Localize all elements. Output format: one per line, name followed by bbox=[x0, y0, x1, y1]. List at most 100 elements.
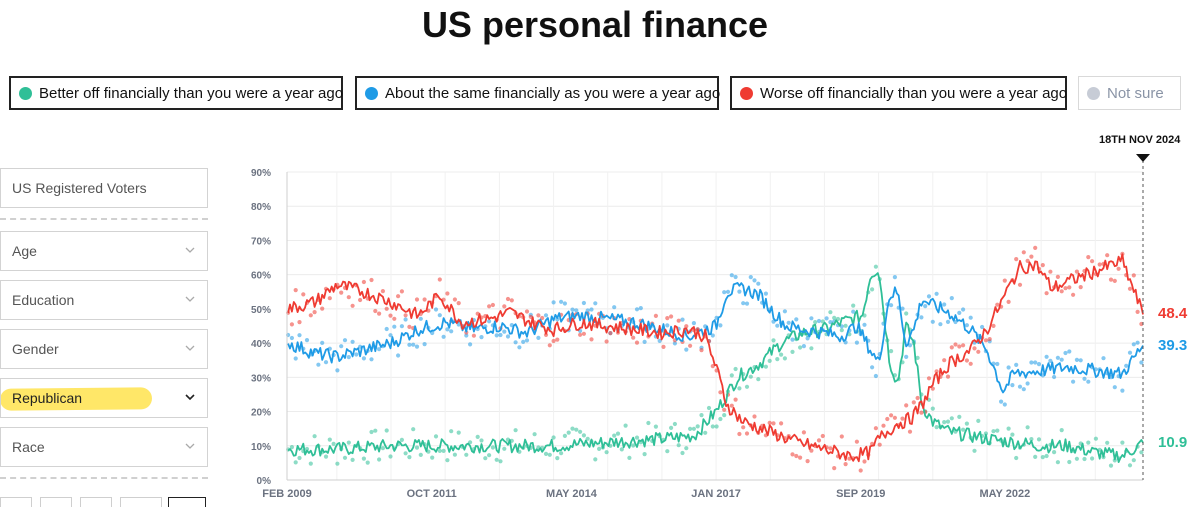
poll-dot bbox=[942, 302, 947, 307]
poll-dot bbox=[377, 457, 382, 462]
poll-dot bbox=[1097, 262, 1102, 267]
poll-dot bbox=[676, 318, 681, 323]
legend-not-sure-button[interactable]: Not sure bbox=[1078, 76, 1181, 110]
poll-dot bbox=[714, 424, 719, 429]
poll-dot bbox=[449, 429, 454, 434]
party-dropdown[interactable]: Republican bbox=[0, 378, 208, 418]
poll-dot bbox=[790, 349, 795, 354]
range-button[interactable] bbox=[120, 497, 162, 507]
poll-dot bbox=[1135, 309, 1140, 314]
poll-dot bbox=[308, 313, 313, 318]
poll-dot bbox=[1044, 291, 1049, 296]
poll-dot bbox=[752, 278, 757, 283]
race-dropdown[interactable]: Race bbox=[0, 427, 208, 467]
series-line bbox=[287, 281, 1144, 394]
poll-dot bbox=[945, 319, 951, 324]
poll-dot bbox=[775, 323, 780, 328]
poll-dot bbox=[361, 279, 366, 285]
poll-dot bbox=[350, 303, 355, 308]
y-tick-label: 10% bbox=[251, 442, 271, 453]
poll-dot bbox=[422, 342, 427, 347]
poll-dot bbox=[1025, 258, 1030, 263]
poll-dot bbox=[521, 339, 526, 344]
poll-dot bbox=[1067, 349, 1072, 354]
poll-dot bbox=[384, 326, 389, 332]
poll-dot bbox=[934, 369, 939, 374]
poll-dot bbox=[904, 354, 909, 359]
poll-dot bbox=[403, 451, 408, 456]
poll-dot bbox=[642, 452, 647, 457]
poll-dot bbox=[661, 344, 666, 349]
poll-dot bbox=[403, 313, 408, 318]
poll-dot bbox=[377, 347, 382, 352]
poll-dot bbox=[536, 313, 541, 318]
poll-dot bbox=[839, 434, 844, 439]
poll-dot bbox=[794, 317, 799, 322]
poll-dot bbox=[293, 356, 298, 361]
poll-dot bbox=[968, 361, 973, 366]
not-sure-dot-icon bbox=[1087, 86, 1100, 100]
poll-dot bbox=[684, 446, 689, 451]
poll-dot bbox=[699, 413, 704, 418]
poll-dot bbox=[1014, 257, 1019, 262]
gender-dropdown[interactable]: Gender bbox=[0, 329, 208, 369]
poll-dot bbox=[543, 451, 549, 456]
legend-better-off-button[interactable]: Better off financially than you were a y… bbox=[9, 76, 343, 110]
poll-dot bbox=[703, 430, 708, 435]
chevron-down-icon bbox=[185, 296, 195, 302]
range-button-selected[interactable] bbox=[168, 497, 206, 507]
poll-dot bbox=[889, 349, 894, 354]
poll-dot bbox=[1078, 358, 1083, 363]
poll-dot bbox=[737, 289, 742, 294]
range-button[interactable] bbox=[40, 497, 72, 507]
poll-dot bbox=[585, 436, 590, 441]
poll-dot bbox=[646, 420, 651, 426]
poll-dot bbox=[350, 339, 355, 344]
poll-dot bbox=[494, 457, 499, 462]
poll-dot bbox=[816, 438, 822, 443]
poll-dot bbox=[684, 347, 689, 352]
poll-dot bbox=[1040, 263, 1045, 268]
poll-dot bbox=[744, 301, 750, 306]
poll-dot bbox=[1131, 458, 1136, 463]
poll-dot bbox=[919, 410, 924, 415]
poll-dot bbox=[980, 324, 985, 330]
poll-dot bbox=[672, 421, 678, 427]
poll-dot bbox=[805, 336, 810, 341]
poll-dot bbox=[1025, 381, 1030, 386]
poll-dot bbox=[1120, 388, 1125, 393]
poll-dot bbox=[1139, 321, 1144, 327]
poll-dot bbox=[293, 288, 298, 293]
poll-dot bbox=[1055, 460, 1060, 465]
poll-dot bbox=[456, 322, 461, 327]
poll-dot bbox=[346, 295, 351, 300]
poll-dot bbox=[604, 450, 609, 455]
poll-dot bbox=[949, 416, 954, 421]
education-dropdown[interactable]: Education bbox=[0, 280, 208, 320]
poll-dot bbox=[741, 425, 746, 430]
poll-dot bbox=[589, 337, 594, 342]
poll-dot bbox=[1131, 342, 1136, 347]
poll-dot bbox=[1108, 277, 1114, 282]
poll-dot bbox=[369, 357, 374, 362]
legend-worse-off-button[interactable]: Worse off financially than you were a ye… bbox=[730, 76, 1067, 110]
range-button[interactable] bbox=[0, 497, 32, 507]
age-dropdown[interactable]: Age bbox=[0, 231, 208, 271]
poll-dot bbox=[358, 297, 363, 303]
series-line bbox=[287, 253, 1144, 463]
poll-dot bbox=[805, 459, 810, 464]
poll-dot bbox=[642, 339, 647, 344]
poll-dot bbox=[991, 429, 996, 434]
poll-dot bbox=[672, 341, 678, 346]
range-button[interactable] bbox=[80, 497, 112, 507]
poll-dot bbox=[403, 317, 408, 322]
poll-dot bbox=[339, 344, 344, 349]
population-selector[interactable]: US Registered Voters bbox=[0, 168, 208, 208]
poll-dot bbox=[1006, 299, 1011, 304]
poll-dot bbox=[562, 433, 568, 438]
legend-about-same-button[interactable]: About the same financially as you were a… bbox=[355, 76, 720, 110]
poll-dot bbox=[961, 343, 966, 348]
poll-dot bbox=[786, 320, 791, 325]
poll-dot bbox=[669, 425, 674, 430]
poll-dot bbox=[718, 323, 723, 328]
